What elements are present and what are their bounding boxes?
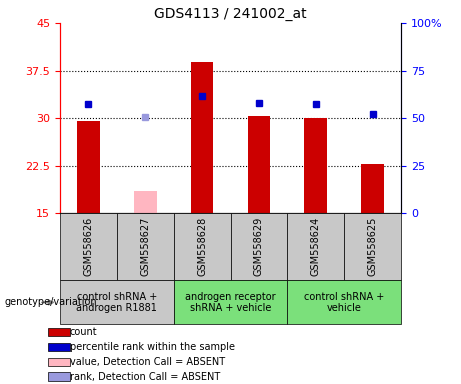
Text: GSM558629: GSM558629	[254, 217, 264, 276]
Bar	[60, 280, 174, 324]
Bar	[48, 343, 71, 351]
Bar	[117, 213, 174, 280]
Text: control shRNA +
vehicle: control shRNA + vehicle	[304, 291, 384, 313]
Text: GSM558628: GSM558628	[197, 217, 207, 276]
Text: count: count	[70, 327, 97, 337]
Bar	[174, 213, 230, 280]
Bar	[344, 213, 401, 280]
Text: GSM558624: GSM558624	[311, 217, 321, 276]
Bar	[60, 213, 117, 280]
Bar	[230, 213, 287, 280]
Text: GSM558627: GSM558627	[140, 217, 150, 276]
Bar	[248, 116, 270, 213]
Bar	[287, 280, 401, 324]
Title: GDS4113 / 241002_at: GDS4113 / 241002_at	[154, 7, 307, 21]
Bar	[48, 372, 71, 381]
Bar	[361, 164, 384, 213]
Text: GSM558625: GSM558625	[367, 217, 378, 276]
Bar	[191, 62, 213, 213]
Bar	[77, 121, 100, 213]
Bar	[304, 118, 327, 213]
Text: genotype/variation: genotype/variation	[5, 297, 97, 308]
Text: rank, Detection Call = ABSENT: rank, Detection Call = ABSENT	[70, 372, 220, 382]
Bar	[134, 191, 157, 213]
Text: value, Detection Call = ABSENT: value, Detection Call = ABSENT	[70, 357, 225, 367]
Bar	[174, 280, 287, 324]
Text: percentile rank within the sample: percentile rank within the sample	[70, 342, 235, 352]
Text: GSM558626: GSM558626	[83, 217, 94, 276]
Bar	[48, 358, 71, 366]
Text: control shRNA +
androgen R1881: control shRNA + androgen R1881	[77, 291, 157, 313]
Bar	[287, 213, 344, 280]
Bar	[48, 328, 71, 336]
Text: androgen receptor
shRNA + vehicle: androgen receptor shRNA + vehicle	[185, 291, 276, 313]
